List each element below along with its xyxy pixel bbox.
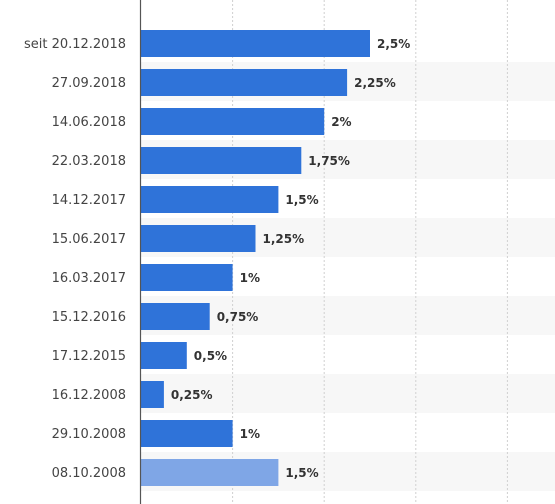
bar[interactable] <box>141 30 370 57</box>
bar[interactable] <box>141 459 279 486</box>
value-labels: 2,5% 2,25% 2% 1,75% 1,5% 1,25% 1% 0,75% 0,5% 0,25… <box>171 37 410 480</box>
row-bands <box>141 62 555 491</box>
row-band <box>141 296 555 335</box>
bar[interactable] <box>141 225 256 252</box>
value-label: 2,25% <box>354 76 396 90</box>
value-label: 2% <box>331 115 351 129</box>
value-label: 0,25% <box>171 388 213 402</box>
value-label: 1,75% <box>308 154 350 168</box>
bar[interactable] <box>141 381 164 408</box>
category-label: 27.09.2018 <box>52 76 126 91</box>
bar[interactable] <box>141 108 325 135</box>
row-band <box>141 374 555 413</box>
value-label: 0,5% <box>194 349 227 363</box>
category-label: 29.10.2008 <box>52 427 126 442</box>
bar[interactable] <box>141 342 187 369</box>
bars <box>141 30 370 486</box>
bar[interactable] <box>141 303 210 330</box>
category-label: 15.12.2016 <box>52 310 126 325</box>
axis <box>139 0 142 504</box>
category-label: 16.12.2008 <box>52 388 126 403</box>
category-label: 16.03.2017 <box>52 271 126 286</box>
category-labels: seit 20.12.2018 27.09.2018 14.06.2018 22.03… <box>24 37 126 481</box>
bar[interactable] <box>141 186 279 213</box>
bar[interactable] <box>141 69 348 96</box>
category-label: 17.12.2015 <box>52 349 126 364</box>
bar[interactable] <box>141 420 233 447</box>
value-label: 2,5% <box>377 37 410 51</box>
value-label: 1,25% <box>263 232 305 246</box>
category-label: 22.03.2018 <box>52 154 126 169</box>
category-label: 14.06.2018 <box>52 115 126 130</box>
category-label: 15.06.2017 <box>52 232 126 247</box>
value-label: 1% <box>240 427 260 441</box>
value-label: 0,75% <box>217 310 259 324</box>
bar[interactable] <box>141 264 233 291</box>
value-label: 1% <box>240 271 260 285</box>
category-label: seit 20.12.2018 <box>24 37 126 52</box>
category-label: 08.10.2008 <box>52 466 126 481</box>
value-label: 1,5% <box>285 193 318 207</box>
bar[interactable] <box>141 147 302 174</box>
value-label: 1,5% <box>285 466 318 480</box>
category-label: 14.12.2017 <box>52 193 126 208</box>
